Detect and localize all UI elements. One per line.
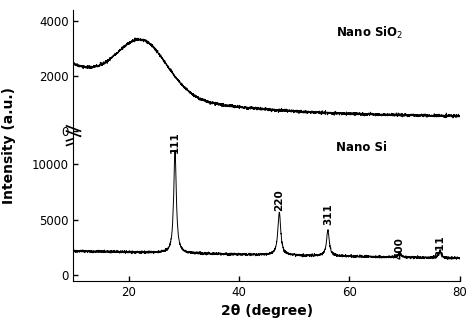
Text: Nano SiO$_2$: Nano SiO$_2$	[336, 25, 403, 41]
X-axis label: 2θ (degree): 2θ (degree)	[220, 304, 313, 318]
Text: 311: 311	[435, 235, 445, 256]
Text: 311: 311	[323, 203, 333, 225]
Text: 220: 220	[274, 189, 284, 211]
Text: 400: 400	[395, 237, 405, 259]
Text: Intensity (a.u.): Intensity (a.u.)	[2, 87, 17, 204]
Text: Nano Si: Nano Si	[336, 141, 387, 154]
Text: 111: 111	[170, 131, 180, 153]
